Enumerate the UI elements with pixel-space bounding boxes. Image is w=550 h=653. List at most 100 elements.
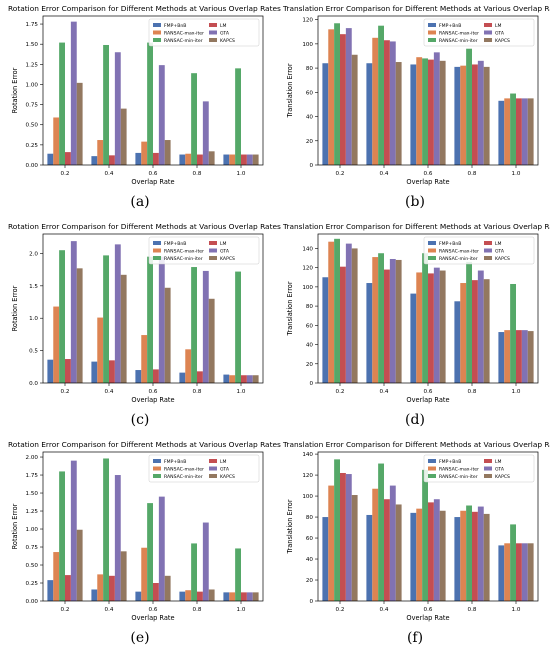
chart-panel-a: Rotation Error Comparison for Different … <box>5 2 281 212</box>
bar-ransac-min-iter-1-0-b <box>510 93 516 165</box>
bar-ransac-max-iter-0-2-f <box>328 485 335 601</box>
x-tick-label-d: 0.4 <box>380 389 389 395</box>
bar-ransac-max-iter-0-2-e <box>53 552 60 601</box>
bar-gta-1-0-d <box>521 330 528 383</box>
y-tick-label-a: 1.00 <box>26 82 39 88</box>
bar-gta-0-4-b <box>389 41 396 165</box>
x-tick-label-b: 0.8 <box>468 171 477 177</box>
x-axis-title-d: Overlap Rate <box>406 396 449 404</box>
bar-ransac-min-iter-0-2-f <box>334 459 340 601</box>
bar-fmp-bnb-0-2-b <box>322 63 329 165</box>
y-tick-label-b: 60 <box>306 90 314 96</box>
bar-lm-1-0-f <box>516 543 522 601</box>
bar-fmp-bnb-0-8-b <box>454 66 461 165</box>
legend-swatch-gta-f <box>484 466 492 471</box>
bar-ransac-max-iter-0-4-f <box>372 488 379 601</box>
bar-kapcs-0-4-b <box>395 62 402 165</box>
y-tick-label-e: 0.75 <box>26 545 39 551</box>
chart-panel-d: Translation Error Comparison for Differe… <box>280 220 550 430</box>
legend-box-a <box>148 18 260 47</box>
bar-lm-1-0-a <box>241 154 247 165</box>
bar-gta-0-8-b <box>477 60 484 165</box>
bar-gta-1-0-b <box>521 98 528 165</box>
bar-lm-0-8-f <box>472 511 478 601</box>
bar-gta-1-0-a <box>246 154 253 165</box>
bar-fmp-bnb-0-6-a <box>135 152 142 165</box>
y-axis-title-d: Translation Error <box>286 281 294 336</box>
bar-gta-0-4-f <box>389 485 396 601</box>
y-tick-label-e: 1.50 <box>26 491 39 497</box>
bar-ransac-min-iter-0-6-a <box>147 42 153 165</box>
bar-kapcs-0-6-a <box>164 140 171 165</box>
y-tick-label-c: 1.0 <box>29 316 38 322</box>
bar-lm-0-6-a <box>153 152 159 165</box>
legend-swatch-kapcs-b <box>484 38 492 42</box>
y-axis-title-c: Rotation Error <box>11 285 19 331</box>
x-tick-label-a: 1.0 <box>237 171 246 177</box>
legend-label-ransac-min-iter-e: RANSAC-min-iter <box>164 474 203 480</box>
x-tick-label-c: 0.4 <box>105 389 114 395</box>
bar-gta-1-0-f <box>521 543 528 601</box>
bar-ransac-max-iter-0-6-a <box>141 141 148 165</box>
bar-ransac-max-iter-0-6-d <box>416 272 423 383</box>
bar-ransac-min-iter-0-8-e <box>191 543 197 601</box>
y-axis-title-a: Rotation Error <box>11 67 19 113</box>
bar-kapcs-0-4-e <box>120 551 127 601</box>
bar-gta-0-4-d <box>389 258 396 383</box>
bar-gta-0-8-a <box>202 101 209 165</box>
bar-gta-0-6-c <box>158 256 165 383</box>
legend-swatch-fmp-bnb-f <box>428 459 436 463</box>
y-axis-title-e: Rotation Error <box>11 503 19 549</box>
x-tick-label-e: 0.2 <box>61 607 70 613</box>
legend-label-gta-c: GTA <box>220 249 230 255</box>
legend-swatch-ransac-min-iter-e <box>153 474 161 478</box>
bar-lm-0-6-b <box>428 59 434 165</box>
bar-kapcs-0-6-f <box>439 510 446 601</box>
y-axis-title-b: Translation Error <box>286 63 294 118</box>
bar-kapcs-0-2-a <box>76 82 83 165</box>
legend-swatch-lm-f <box>484 459 492 463</box>
bar-fmp-bnb-0-6-d <box>410 293 417 383</box>
bar-gta-0-2-c <box>70 241 77 383</box>
legend-swatch-ransac-min-iter-c <box>153 256 161 260</box>
bar-fmp-bnb-1-0-b <box>498 100 505 165</box>
bar-kapcs-0-6-d <box>439 270 446 383</box>
bar-kapcs-0-2-b <box>351 54 358 166</box>
x-tick-label-e: 0.4 <box>105 607 114 613</box>
legend-label-kapcs-f: KAPCS <box>495 474 510 480</box>
bar-ransac-min-iter-0-6-c <box>147 256 153 383</box>
bar-ransac-min-iter-0-2-b <box>334 23 340 165</box>
bar-ransac-min-iter-1-0-c <box>235 271 241 383</box>
legend-label-ransac-max-iter-b: RANSAC-max-iter <box>439 31 479 37</box>
bar-ransac-min-iter-0-8-b <box>466 48 472 165</box>
bar-gta-0-8-e <box>202 522 209 601</box>
bar-lm-0-4-a <box>109 155 115 165</box>
chart-d: Translation Error Comparison for Differe… <box>282 222 550 404</box>
y-tick-label-c: 0.0 <box>29 381 38 387</box>
legend-label-ransac-min-iter-c: RANSAC-min-iter <box>164 256 203 262</box>
bar-gta-0-4-a <box>114 52 121 165</box>
bar-ransac-max-iter-0-8-e <box>185 590 192 601</box>
y-tick-label-e: 0.25 <box>26 581 39 587</box>
x-tick-label-f: 0.4 <box>380 607 389 613</box>
legend-swatch-ransac-min-iter-f <box>428 474 436 478</box>
y-tick-label-c: 2.0 <box>29 251 38 257</box>
y-tick-label-d: 140 <box>302 246 313 252</box>
y-tick-label-f: 100 <box>302 494 313 500</box>
bar-ransac-min-iter-0-4-d <box>378 253 384 383</box>
y-tick-label-e: 2.00 <box>26 455 39 461</box>
legend-label-ransac-min-iter-d: RANSAC-min-iter <box>439 256 478 262</box>
bar-fmp-bnb-0-2-f <box>322 517 329 601</box>
x-tick-label-a: 0.6 <box>149 171 158 177</box>
bar-fmp-bnb-0-4-c <box>91 361 98 383</box>
legend-swatch-kapcs-f <box>484 474 492 478</box>
bar-gta-0-2-f <box>345 474 352 601</box>
bar-kapcs-0-8-e <box>208 589 215 601</box>
bar-lm-0-8-b <box>472 64 478 165</box>
bar-lm-0-6-d <box>428 273 434 383</box>
legend-label-ransac-max-iter-e: RANSAC-max-iter <box>164 467 204 473</box>
bar-fmp-bnb-0-4-d <box>366 283 373 383</box>
x-tick-label-f: 1.0 <box>512 607 521 613</box>
legend-label-ransac-max-iter-d: RANSAC-max-iter <box>439 249 479 255</box>
